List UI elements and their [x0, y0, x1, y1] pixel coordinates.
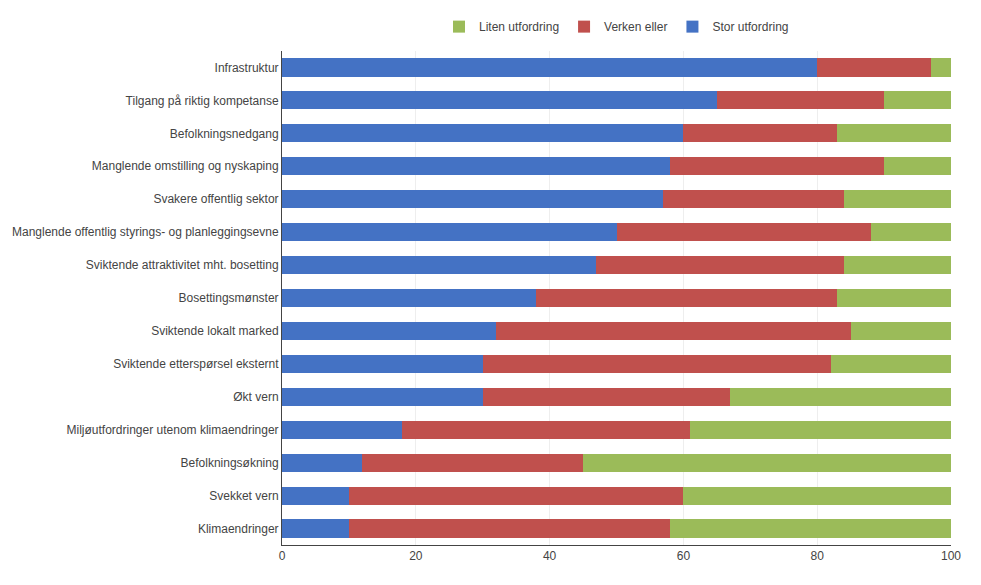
svg-text:Bosettingsmønster: Bosettingsmønster	[179, 291, 279, 305]
svg-text:80: 80	[811, 549, 825, 563]
svg-text:Miljøutfordringer utenom klima: Miljøutfordringer utenom klimaendringer	[67, 423, 279, 437]
svg-text:60: 60	[677, 549, 691, 563]
svg-text:Befolkningsnedgang: Befolkningsnedgang	[170, 127, 279, 141]
svg-text:Verken eller: Verken eller	[604, 20, 667, 34]
svg-text:Manglende omstilling og nyskap: Manglende omstilling og nyskaping	[92, 159, 279, 173]
svg-text:20: 20	[409, 549, 423, 563]
svg-text:Sviktende lokalt marked: Sviktende lokalt marked	[151, 324, 278, 338]
svg-text:40: 40	[543, 549, 557, 563]
svg-text:Infrastruktur: Infrastruktur	[215, 61, 279, 75]
svg-text:Tilgang på riktig kompetanse: Tilgang på riktig kompetanse	[126, 94, 279, 108]
svg-text:Liten utfordring: Liten utfordring	[479, 20, 559, 34]
svg-text:Befolkningsøkning: Befolkningsøkning	[181, 456, 279, 470]
svg-text:Svekket vern: Svekket vern	[209, 489, 278, 503]
svg-text:Sviktende attraktivitet mht. b: Sviktende attraktivitet mht. bosetting	[86, 258, 279, 272]
svg-text:Sviktende etterspørsel ekstern: Sviktende etterspørsel eksternt	[113, 357, 279, 371]
svg-text:Manglende offentlig styrings-: Manglende offentlig styrings- og planleg…	[12, 225, 279, 239]
svg-text:0: 0	[279, 549, 286, 563]
svg-text:Svakere offentlig sektor: Svakere offentlig sektor	[153, 192, 278, 206]
svg-text:Stor utfordring: Stor utfordring	[712, 20, 788, 34]
svg-text:Klimaendringer: Klimaendringer	[198, 522, 279, 536]
svg-text:Økt vern: Økt vern	[233, 390, 278, 404]
svg-text:100: 100	[941, 549, 961, 563]
